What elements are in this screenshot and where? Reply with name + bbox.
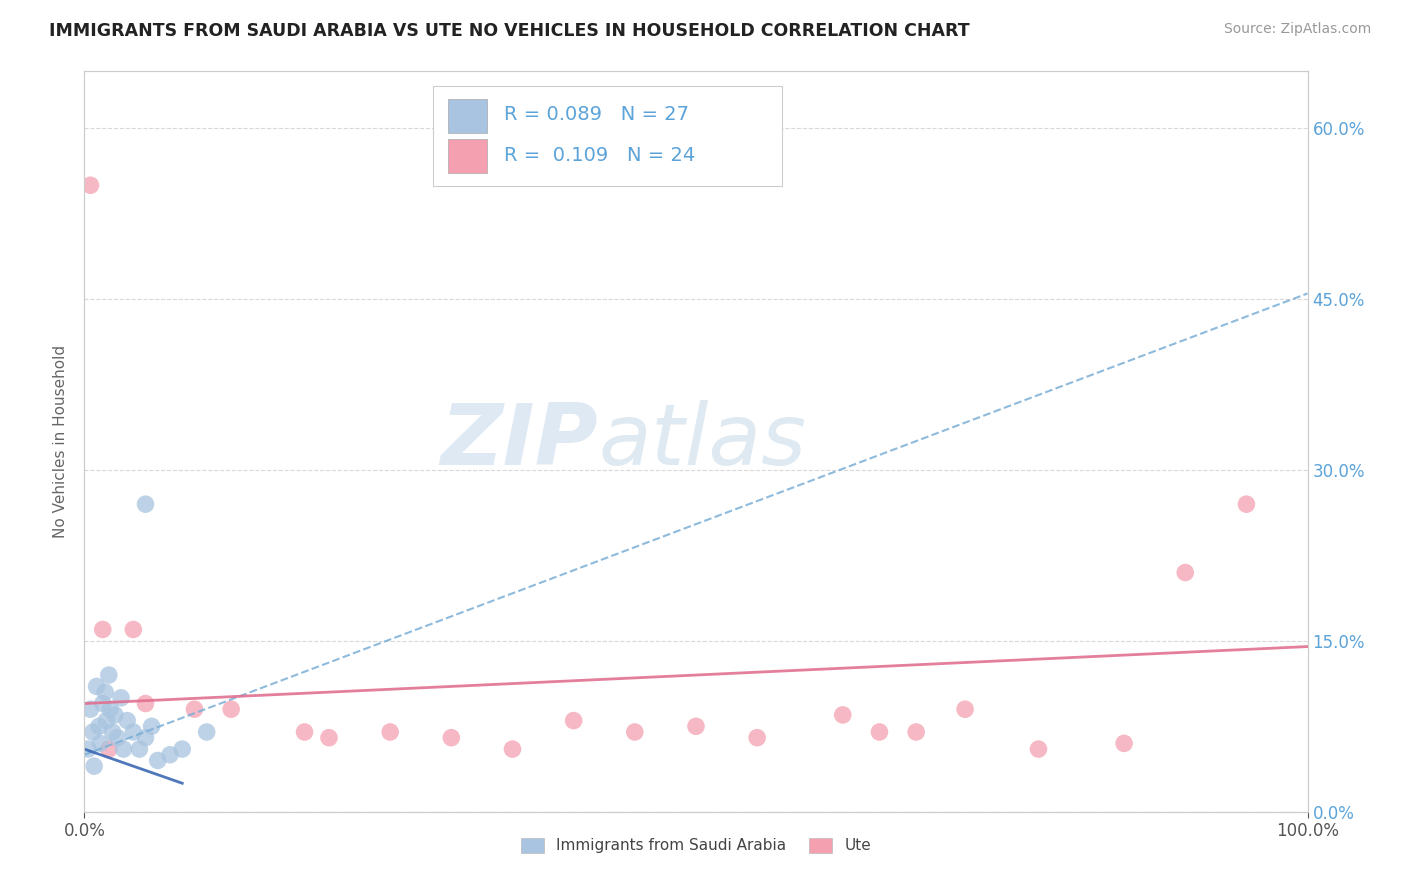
Point [380, 725, 402, 739]
Point [1028, 742, 1050, 756]
Point [294, 725, 316, 739]
Point [502, 742, 524, 756]
Point [440, 731, 463, 745]
Point [97, 668, 120, 682]
Text: R = 0.089   N = 27: R = 0.089 N = 27 [503, 104, 689, 124]
Point [105, 731, 128, 745]
Point [128, 742, 150, 756]
Point [183, 702, 205, 716]
Point [104, 707, 127, 722]
Point [1174, 566, 1197, 580]
Point [112, 742, 135, 756]
Point [122, 623, 145, 637]
Point [172, 742, 194, 756]
Point [83, 759, 105, 773]
Point [101, 725, 124, 739]
Text: ZIP: ZIP [440, 400, 598, 483]
Point [79, 702, 101, 716]
Text: R =  0.109   N = 24: R = 0.109 N = 24 [503, 145, 695, 164]
Point [831, 707, 853, 722]
Point [159, 747, 181, 762]
Point [195, 725, 218, 739]
Y-axis label: No Vehicles in Household: No Vehicles in Household [53, 345, 69, 538]
Point [77, 742, 100, 756]
Point [91, 623, 114, 637]
Bar [447, 100, 486, 133]
FancyBboxPatch shape [433, 87, 782, 186]
Point [96, 714, 118, 728]
Point [135, 697, 157, 711]
Text: IMMIGRANTS FROM SAUDI ARABIA VS UTE NO VEHICLES IN HOUSEHOLD CORRELATION CHART: IMMIGRANTS FROM SAUDI ARABIA VS UTE NO V… [49, 22, 970, 40]
Text: Source: ZipAtlas.com: Source: ZipAtlas.com [1223, 22, 1371, 37]
Point [97, 742, 120, 756]
Point [115, 714, 138, 728]
Point [86, 680, 108, 694]
Point [87, 719, 110, 733]
Point [624, 725, 647, 739]
Point [953, 702, 976, 716]
Point [685, 719, 707, 733]
Point [135, 497, 157, 511]
Point [79, 178, 101, 193]
Point [98, 702, 121, 716]
Point [141, 719, 163, 733]
Point [146, 754, 169, 768]
Point [562, 714, 585, 728]
Legend: Immigrants from Saudi Arabia, Ute: Immigrants from Saudi Arabia, Ute [515, 831, 877, 860]
Point [110, 690, 132, 705]
Bar [447, 139, 486, 173]
Point [82, 725, 104, 739]
Point [869, 725, 891, 739]
Point [122, 725, 145, 739]
Point [94, 685, 117, 699]
Point [905, 725, 928, 739]
Point [89, 736, 111, 750]
Text: atlas: atlas [598, 400, 806, 483]
Point [1114, 736, 1136, 750]
Point [135, 731, 157, 745]
Point [747, 731, 769, 745]
Point [91, 697, 114, 711]
Point [318, 731, 340, 745]
Point [1236, 497, 1258, 511]
Point [219, 702, 242, 716]
